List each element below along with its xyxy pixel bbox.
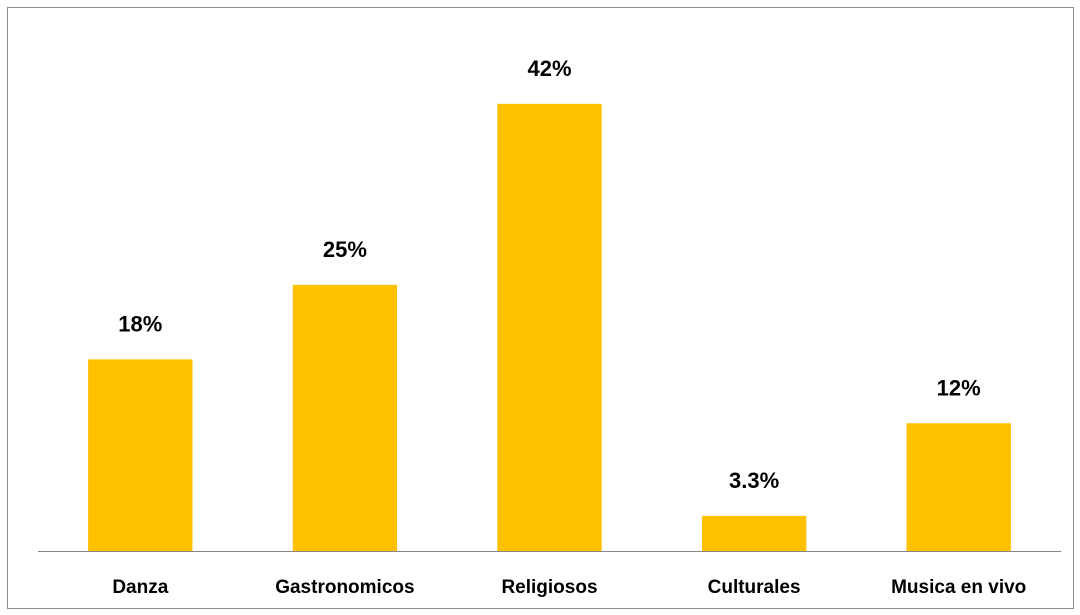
x-tick-label-5: Musica en vivo — [891, 577, 1026, 598]
data-label-1: 18% — [118, 311, 162, 336]
x-tick-label-1: Danza — [112, 577, 168, 598]
bars-group — [88, 103, 1011, 551]
data-labels-group: 18% 25% 42% 3.3% 12% — [118, 56, 980, 493]
data-label-2: 25% — [323, 237, 367, 262]
data-label-3: 42% — [527, 56, 571, 81]
bar-1 — [88, 359, 193, 551]
x-tick-label-3: Religiosos — [501, 577, 597, 598]
x-tick-labels-group: Danza Gastronomicos Religiosos Culturales Mu… — [112, 577, 1026, 598]
x-tick-label-4: Culturales — [708, 577, 801, 598]
data-label-4: 3.3% — [729, 468, 779, 493]
bar-3 — [497, 103, 602, 551]
bar-4 — [701, 515, 807, 551]
x-tick-label-2: Gastronomicos — [275, 577, 414, 598]
bar-5 — [906, 423, 1011, 551]
bar-2 — [292, 284, 398, 551]
data-label-5: 12% — [937, 375, 981, 400]
